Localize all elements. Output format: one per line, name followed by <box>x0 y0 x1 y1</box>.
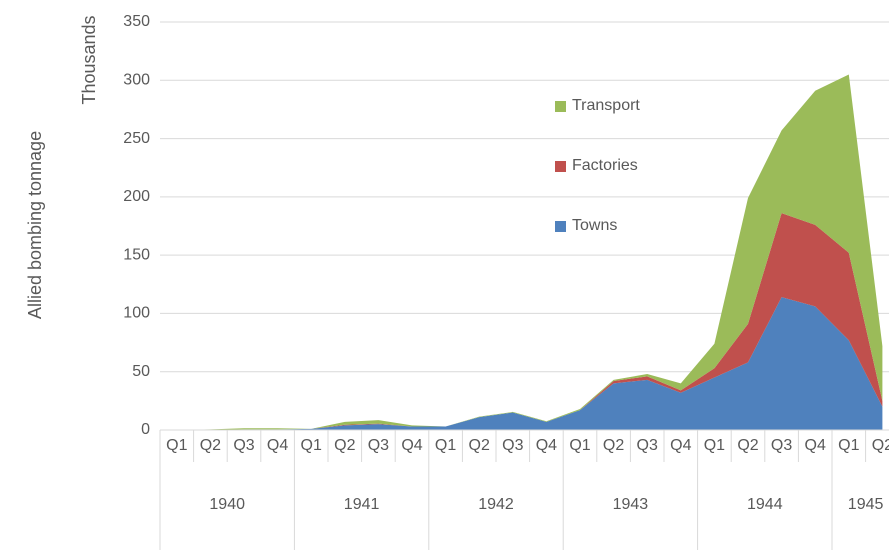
y-tick-label: 0 <box>141 421 150 438</box>
y-tick-label: 50 <box>132 363 150 380</box>
x-tick-label: Q2 <box>469 437 490 454</box>
x-tick-label: Q2 <box>872 437 889 454</box>
x-group-label: 1944 <box>747 496 783 513</box>
x-tick-label: Q4 <box>805 437 826 454</box>
x-group-label: 1940 <box>209 496 245 513</box>
x-tick-label: Q3 <box>368 437 389 454</box>
x-tick-label: Q1 <box>569 437 590 454</box>
y-tick-label: 350 <box>123 13 150 30</box>
x-tick-label: Q2 <box>200 437 221 454</box>
area <box>176 297 883 430</box>
y-tick-label: 250 <box>123 130 150 147</box>
x-tick-label: Q2 <box>737 437 758 454</box>
x-tick-label: Q3 <box>771 437 792 454</box>
x-group-label: 1945 <box>848 496 884 513</box>
x-tick-label: Q1 <box>704 437 725 454</box>
area <box>176 213 883 430</box>
x-group-label: 1941 <box>344 496 380 513</box>
legend-swatch <box>555 161 566 172</box>
y-unit-label: Thousands <box>79 15 99 104</box>
x-group-label: 1943 <box>613 496 649 513</box>
x-tick-label: Q4 <box>267 437 288 454</box>
y-tick-label: 200 <box>123 188 150 205</box>
x-tick-label: Q1 <box>166 437 187 454</box>
y-axis-title: Allied bombing tonnage <box>25 131 45 319</box>
y-tick-label: 100 <box>123 305 150 322</box>
x-tick-label: Q2 <box>334 437 355 454</box>
legend-swatch <box>555 101 566 112</box>
legend-swatch <box>555 221 566 232</box>
y-tick-label: 300 <box>123 72 150 89</box>
x-tick-label: Q2 <box>603 437 624 454</box>
x-tick-label: Q4 <box>536 437 557 454</box>
y-tick-label: 150 <box>123 246 150 263</box>
x-tick-label: Q1 <box>838 437 859 454</box>
x-tick-label: Q3 <box>502 437 523 454</box>
area <box>176 74 883 430</box>
x-tick-label: Q4 <box>401 437 422 454</box>
x-tick-label: Q3 <box>637 437 658 454</box>
x-tick-label: Q4 <box>670 437 691 454</box>
legend-label: Transport <box>572 97 640 114</box>
x-tick-label: Q3 <box>233 437 254 454</box>
legend-label: Towns <box>572 217 617 234</box>
x-group-label: 1942 <box>478 496 514 513</box>
legend-label: Factories <box>572 157 638 174</box>
x-tick-label: Q1 <box>301 437 322 454</box>
x-tick-label: Q1 <box>435 437 456 454</box>
